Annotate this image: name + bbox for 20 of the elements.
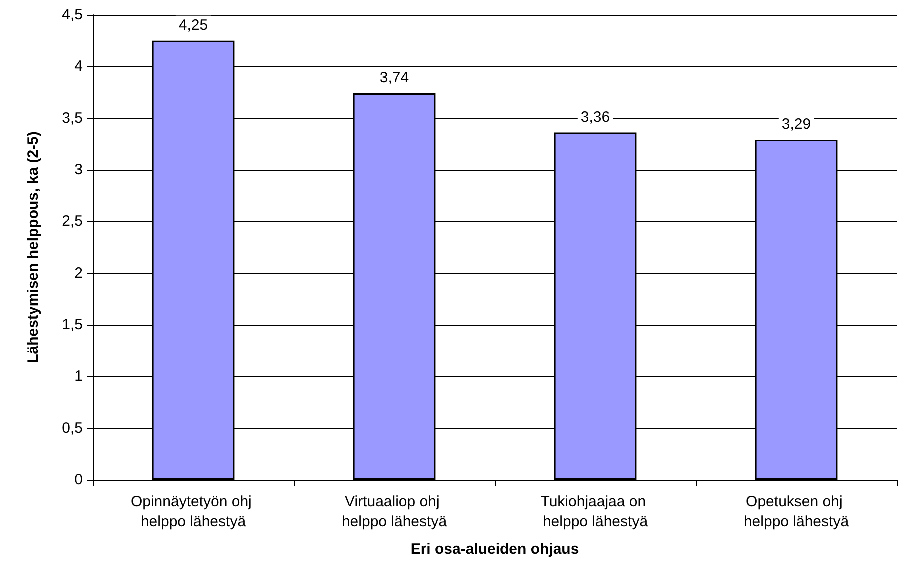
x-tick-label: Tukiohjaajaa on helppo lähestyä — [540, 494, 650, 530]
y-tick-label: 3 — [74, 162, 83, 178]
y-tick-label: 4 — [74, 58, 83, 76]
data-label: 4,25 — [178, 16, 208, 34]
y-tick-label: 0,5 — [62, 420, 83, 437]
data-label: 3,36 — [580, 108, 610, 126]
y-tick-label: 1 — [74, 368, 83, 386]
x-tick-label: Virtuaaliop ohj helppo lähestyä — [342, 494, 448, 530]
y-tick-label: 2 — [74, 264, 83, 282]
data-label: 3,29 — [782, 116, 812, 134]
data-label: 3,74 — [380, 70, 410, 87]
y-tick-label: 3,5 — [62, 110, 83, 127]
y-tick-label: 0 — [74, 472, 83, 488]
x-tick-label: Opetuksen ohj helppo lähestyä — [744, 494, 850, 530]
y-tick-label: 4,5 — [62, 6, 83, 24]
x-tick-label: Opinnäytetyön ohj helppo lähestyä — [130, 494, 256, 530]
y-tick-label: 1,5 — [62, 316, 83, 334]
y-axis-title: Lähestymisen helppous, ka (2-5) — [25, 132, 42, 364]
y-tick-label: 2,5 — [62, 213, 83, 230]
x-axis-title: Eri osa-alueiden ohjaus — [410, 541, 580, 558]
